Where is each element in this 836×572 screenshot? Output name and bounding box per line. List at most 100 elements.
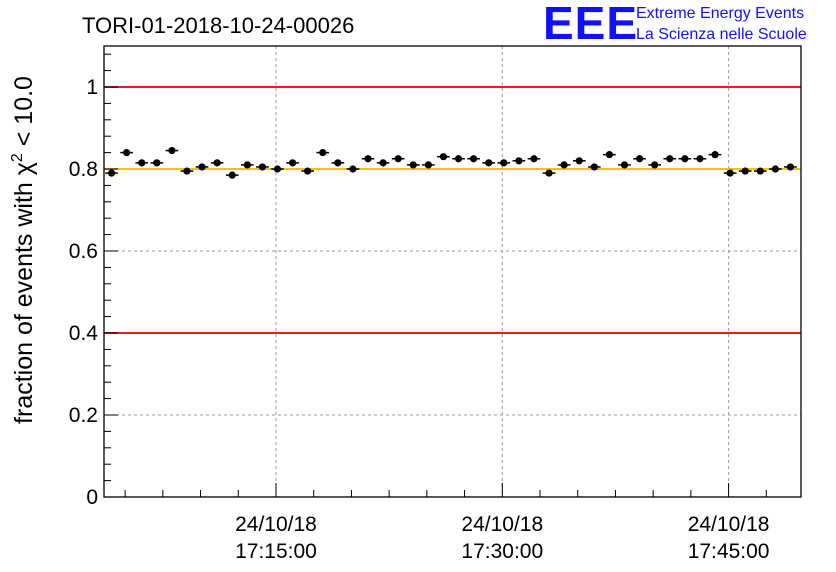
data-point-marker-34 xyxy=(620,161,629,169)
data-point-34 xyxy=(618,161,631,169)
data-point-marker-12 xyxy=(288,159,297,167)
data-point-14 xyxy=(316,149,330,157)
data-point-22 xyxy=(437,153,450,161)
data-point-40 xyxy=(708,151,722,159)
data-point-8 xyxy=(225,171,239,179)
data-point-17 xyxy=(361,155,375,163)
data-point-10 xyxy=(256,163,269,171)
x-tick-label-time-0: 17:15:00 xyxy=(235,540,317,563)
eee-logo-line2: La Scienza nelle Scuole xyxy=(636,26,807,43)
data-point-marker-24 xyxy=(470,155,478,163)
data-point-marker-15 xyxy=(334,159,342,167)
x-tick-label-date-1: 24/10/18 xyxy=(461,513,543,536)
data-point-35 xyxy=(633,155,646,163)
data-point-3 xyxy=(150,159,164,167)
data-point-marker-0 xyxy=(107,169,116,177)
data-point-4 xyxy=(165,146,179,155)
y-ticks: 0 0.2 0.4 0.6 0.8 1 xyxy=(69,53,118,509)
chart-title: TORI-01-2018-10-24-00026 xyxy=(82,13,354,38)
data-point-marker-31 xyxy=(575,157,583,165)
plot-frame-rect xyxy=(103,45,802,498)
reference-lines xyxy=(104,86,801,334)
data-point-25 xyxy=(482,159,496,167)
data-point-28 xyxy=(527,155,541,163)
data-point-12 xyxy=(286,159,299,167)
data-point-marker-18 xyxy=(379,159,387,167)
data-point-marker-3 xyxy=(153,159,161,167)
data-point-38 xyxy=(678,155,692,163)
data-point-marker-26 xyxy=(500,159,508,167)
x-tick-label-date-2: 24/10/18 xyxy=(688,513,770,536)
data-point-43 xyxy=(753,167,767,175)
data-point-30 xyxy=(557,161,571,169)
x-tick-label-time-2: 17:45:00 xyxy=(688,540,770,563)
data-point-7 xyxy=(210,159,224,167)
y-tick-label-3: 0.6 xyxy=(69,240,98,263)
data-point-21 xyxy=(422,161,435,169)
data-point-marker-16 xyxy=(349,165,357,173)
plot-frame xyxy=(103,45,802,498)
y-axis-label: fraction of events with χ2 < 10.0 xyxy=(9,76,38,424)
data-point-marker-32 xyxy=(590,163,598,171)
data-point-marker-27 xyxy=(515,157,523,165)
data-point-marker-21 xyxy=(424,161,432,169)
eee-logo-mark: EEE xyxy=(543,0,638,49)
y-tick-label-5: 1 xyxy=(86,76,98,99)
data-point-19 xyxy=(391,155,405,163)
eee-logo: EEE Extreme Energy Events La Scienza nel… xyxy=(543,0,807,49)
data-point-marker-20 xyxy=(409,161,417,169)
data-point-marker-2 xyxy=(138,159,146,167)
data-point-marker-6 xyxy=(198,163,206,171)
x-tick-label-time-1: 17:30:00 xyxy=(461,540,543,563)
data-point-18 xyxy=(376,159,390,167)
data-point-36 xyxy=(648,161,661,169)
data-point-32 xyxy=(587,163,601,171)
data-point-9 xyxy=(240,161,254,169)
data-point-marker-19 xyxy=(394,155,402,163)
data-point-44 xyxy=(769,165,782,173)
data-point-11 xyxy=(271,165,284,173)
data-point-marker-14 xyxy=(319,149,327,157)
data-point-marker-25 xyxy=(485,159,493,167)
data-point-marker-30 xyxy=(560,161,568,169)
grid-lines xyxy=(104,46,801,497)
data-point-20 xyxy=(406,161,420,169)
data-point-marker-44 xyxy=(771,165,779,173)
data-point-marker-22 xyxy=(439,153,448,161)
data-point-marker-38 xyxy=(681,155,689,163)
data-point-23 xyxy=(452,155,465,163)
y-axis-label-suffix: < 10.0 xyxy=(10,76,38,153)
data-point-31 xyxy=(572,157,586,165)
data-point-39 xyxy=(693,155,707,163)
data-point-marker-11 xyxy=(273,165,282,173)
y-axis-label-symbol: χ xyxy=(10,162,38,175)
data-point-marker-1 xyxy=(123,149,131,157)
y-tick-label-0: 0 xyxy=(86,486,98,509)
data-point-2 xyxy=(135,159,149,167)
data-point-marker-17 xyxy=(364,155,372,163)
data-points xyxy=(105,146,797,179)
y-tick-label-4: 0.8 xyxy=(69,158,98,181)
data-point-marker-39 xyxy=(696,155,704,163)
data-point-marker-5 xyxy=(183,167,191,175)
data-point-marker-41 xyxy=(726,169,734,177)
data-point-marker-35 xyxy=(635,155,644,163)
y-tick-label-2: 0.4 xyxy=(69,322,99,345)
data-point-13 xyxy=(301,167,315,175)
data-point-0 xyxy=(105,169,118,177)
data-point-marker-10 xyxy=(258,163,267,171)
data-point-marker-4 xyxy=(168,146,176,155)
data-point-6 xyxy=(195,163,209,171)
data-point-5 xyxy=(180,167,194,175)
data-point-1 xyxy=(120,149,133,157)
data-point-marker-40 xyxy=(711,151,719,159)
data-point-27 xyxy=(512,157,526,165)
data-point-marker-28 xyxy=(530,155,538,163)
x-tick-label-date-0: 24/10/18 xyxy=(235,513,317,536)
data-point-marker-9 xyxy=(243,161,251,169)
data-point-marker-33 xyxy=(605,151,614,159)
data-point-marker-13 xyxy=(304,167,312,175)
data-point-marker-23 xyxy=(454,155,463,163)
data-point-marker-43 xyxy=(756,167,764,175)
